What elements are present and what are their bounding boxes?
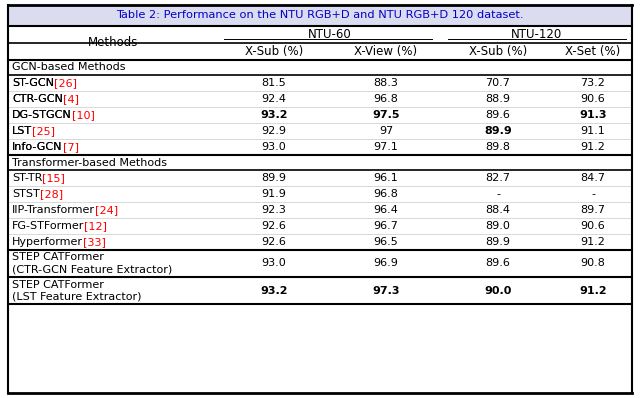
Text: IIP-Transformer: IIP-Transformer	[12, 205, 95, 215]
Text: 88.4: 88.4	[486, 205, 511, 215]
Text: -: -	[591, 189, 595, 199]
Text: NTU-120: NTU-120	[511, 28, 563, 41]
Text: 96.9: 96.9	[374, 258, 399, 269]
Text: DG-STGCN: DG-STGCN	[12, 110, 72, 120]
Text: 96.1: 96.1	[374, 173, 398, 183]
Text: CTR-GCN: CTR-GCN	[12, 94, 63, 104]
Text: [28]: [28]	[40, 189, 63, 199]
Text: 91.2: 91.2	[580, 142, 605, 152]
Text: 96.4: 96.4	[374, 205, 399, 215]
Text: 92.4: 92.4	[262, 94, 287, 104]
Text: STEP CATFormer: STEP CATFormer	[12, 279, 104, 289]
Text: 91.9: 91.9	[262, 189, 287, 199]
Text: 90.8: 90.8	[580, 258, 605, 269]
Text: 88.3: 88.3	[374, 78, 399, 88]
Text: 96.5: 96.5	[374, 237, 398, 247]
Text: Info-GCN: Info-GCN	[12, 142, 63, 152]
Text: ST-GCN: ST-GCN	[12, 78, 54, 88]
Text: Methods: Methods	[88, 37, 138, 49]
Text: ST-GCN: ST-GCN	[12, 78, 54, 88]
Text: [26]: [26]	[54, 78, 77, 88]
Text: 93.2: 93.2	[260, 110, 288, 120]
Text: [25]: [25]	[32, 126, 55, 136]
Text: 92.6: 92.6	[262, 221, 287, 231]
Text: [24]: [24]	[95, 205, 118, 215]
Text: 84.7: 84.7	[580, 173, 605, 183]
Text: DG-STGCN: DG-STGCN	[12, 110, 72, 120]
Text: X-Sub (%): X-Sub (%)	[469, 45, 527, 58]
Text: [33]: [33]	[83, 237, 106, 247]
Text: 97: 97	[379, 126, 393, 136]
Text: 89.9: 89.9	[484, 126, 512, 136]
Text: 81.5: 81.5	[262, 78, 286, 88]
Text: 96.8: 96.8	[374, 94, 399, 104]
Text: 92.6: 92.6	[262, 237, 287, 247]
Text: STST: STST	[12, 189, 40, 199]
Text: 89.6: 89.6	[486, 258, 511, 269]
Text: X-Set (%): X-Set (%)	[565, 45, 621, 58]
Text: 93.0: 93.0	[262, 258, 286, 269]
Text: -: -	[496, 189, 500, 199]
Text: [7]: [7]	[63, 142, 79, 152]
Text: ST-TR: ST-TR	[12, 173, 42, 183]
Text: Table 2: Performance on the NTU RGB+D and NTU RGB+D 120 dataset.: Table 2: Performance on the NTU RGB+D an…	[116, 10, 524, 21]
Text: 73.2: 73.2	[580, 78, 605, 88]
Text: 91.1: 91.1	[580, 126, 605, 136]
Text: [4]: [4]	[63, 94, 79, 104]
Text: 90.6: 90.6	[580, 221, 605, 231]
Text: LST: LST	[12, 126, 32, 136]
Text: 93.2: 93.2	[260, 285, 288, 295]
Text: [15]: [15]	[42, 173, 65, 183]
Text: 91.2: 91.2	[579, 285, 607, 295]
Text: 93.0: 93.0	[262, 142, 286, 152]
Text: CTR-GCN: CTR-GCN	[12, 94, 63, 104]
Text: 91.2: 91.2	[580, 237, 605, 247]
Text: 92.3: 92.3	[262, 205, 287, 215]
Text: 97.1: 97.1	[374, 142, 399, 152]
Text: GCN-based Methods: GCN-based Methods	[12, 62, 125, 72]
Text: STEP CATFormer: STEP CATFormer	[12, 252, 104, 263]
Text: 89.7: 89.7	[580, 205, 605, 215]
Text: 70.7: 70.7	[486, 78, 511, 88]
Text: FG-STFormer: FG-STFormer	[12, 221, 84, 231]
Text: 97.3: 97.3	[372, 285, 400, 295]
Text: X-Sub (%): X-Sub (%)	[245, 45, 303, 58]
Text: [10]: [10]	[72, 110, 95, 120]
Text: Hyperformer: Hyperformer	[12, 237, 83, 247]
Text: 97.5: 97.5	[372, 110, 400, 120]
Text: 90.6: 90.6	[580, 94, 605, 104]
Text: 91.3: 91.3	[579, 110, 607, 120]
Text: X-View (%): X-View (%)	[355, 45, 417, 58]
Text: 89.9: 89.9	[262, 173, 287, 183]
Text: [12]: [12]	[84, 221, 108, 231]
Text: 96.8: 96.8	[374, 189, 399, 199]
Text: 92.9: 92.9	[262, 126, 287, 136]
Text: 89.0: 89.0	[486, 221, 511, 231]
Bar	[8, 5, 632, 26]
Text: Transformer-based Methods: Transformer-based Methods	[12, 158, 167, 168]
Text: (LST Feature Extractor): (LST Feature Extractor)	[12, 291, 141, 302]
Text: 96.7: 96.7	[374, 221, 399, 231]
Text: 90.0: 90.0	[484, 285, 512, 295]
Text: Info-GCN: Info-GCN	[12, 142, 63, 152]
Text: (CTR-GCN Feature Extractor): (CTR-GCN Feature Extractor)	[12, 265, 172, 275]
Text: 82.7: 82.7	[486, 173, 511, 183]
Text: NTU-60: NTU-60	[308, 28, 352, 41]
Text: 88.9: 88.9	[486, 94, 511, 104]
Text: LST: LST	[12, 126, 32, 136]
Text: 89.9: 89.9	[486, 237, 511, 247]
Text: 89.8: 89.8	[486, 142, 511, 152]
Text: 89.6: 89.6	[486, 110, 511, 120]
